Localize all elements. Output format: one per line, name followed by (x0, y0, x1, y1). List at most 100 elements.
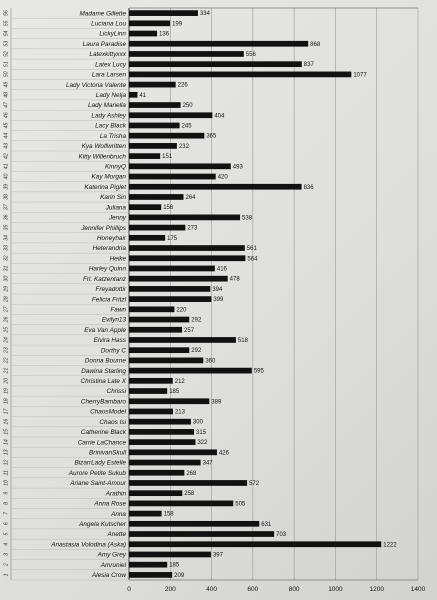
bar (129, 163, 231, 170)
value-label: 292 (191, 318, 202, 324)
category-label: BizarrLady Estelle (74, 460, 126, 467)
row-number: 41 (3, 163, 9, 169)
value-label: 300 (193, 420, 204, 426)
bar (129, 388, 168, 394)
row-number: 26 (3, 317, 9, 324)
row-number: 14 (3, 439, 9, 445)
bar (129, 408, 173, 415)
category-label: ChaosModel (90, 409, 126, 416)
category-label: Luciana Lou (91, 21, 126, 28)
category-label: Carrie LaChance (78, 439, 127, 446)
value-label: 394 (212, 287, 223, 293)
bar (129, 561, 168, 568)
value-label: 250 (183, 103, 194, 109)
bar (129, 214, 241, 221)
value-label: 213 (175, 409, 186, 415)
bar (129, 51, 244, 57)
value-label: 199 (172, 21, 183, 27)
row-number: 16 (3, 419, 9, 425)
category-label: Lacy Black (95, 123, 127, 130)
category-label: Arathin (105, 490, 127, 497)
value-label: 1222 (383, 542, 397, 548)
category-label: Evilyn13 (102, 317, 127, 324)
category-label: Jenny (108, 215, 127, 222)
value-label: 631 (261, 522, 272, 528)
row-number: 24 (3, 337, 9, 344)
row-number: 29 (3, 286, 9, 293)
value-label: 426 (219, 450, 230, 456)
bar (129, 81, 176, 88)
value-label: 538 (242, 215, 253, 221)
bar (129, 275, 228, 282)
value-label: 322 (197, 440, 208, 446)
row-number: 37 (3, 203, 9, 210)
value-label: 245 (182, 123, 193, 129)
row-number: 40 (3, 174, 9, 180)
row-number: 22 (3, 357, 9, 364)
bar (129, 255, 246, 262)
bar (129, 194, 184, 200)
category-label: Dawina Starling (81, 368, 126, 375)
value-label: 478 (230, 277, 241, 283)
category-label: Fawn (110, 307, 126, 314)
row-number: 6 (3, 522, 9, 525)
bar (129, 245, 245, 251)
value-label: 315 (196, 430, 207, 436)
value-label: 518 (238, 338, 249, 344)
bar (129, 398, 210, 405)
bar (129, 20, 171, 27)
category-label: LickyLinn (99, 31, 126, 38)
row-number: 47 (3, 101, 9, 108)
row-number: 34 (3, 235, 9, 241)
x-tick-label: 1400 (411, 586, 426, 593)
x-tick-label: 200 (165, 586, 176, 593)
row-number: 45 (3, 122, 9, 128)
row-number: 56 (3, 10, 9, 16)
row-number: 19 (3, 388, 9, 394)
bars (129, 10, 382, 578)
category-label: Anna (110, 511, 126, 518)
value-label: 572 (249, 481, 260, 487)
bar (129, 204, 162, 211)
category-label: Ariane Saint-Amour (69, 480, 127, 487)
row-number: 53 (3, 41, 9, 47)
value-label: 268 (186, 471, 197, 477)
category-label: Aurore Petite Sukub (68, 470, 127, 477)
bar (129, 367, 252, 374)
bar (129, 531, 275, 537)
bar (129, 122, 180, 129)
category-label: Laura Paradise (83, 41, 127, 48)
category-label: Amy Grey (97, 552, 127, 559)
value-label: 837 (304, 62, 315, 68)
row-number: 51 (3, 61, 9, 67)
row-number: 48 (3, 92, 9, 98)
row-number: 25 (3, 327, 9, 334)
x-tick-label: 0 (127, 586, 131, 593)
value-label: 564 (247, 256, 258, 262)
category-label: Karin Sin (100, 194, 126, 201)
row-number: 44 (3, 133, 9, 139)
bar (129, 357, 204, 364)
row-number: 17 (3, 407, 9, 414)
value-label: 257 (184, 328, 195, 334)
category-label: Kitty Willenbruch (78, 153, 126, 160)
bar (129, 265, 215, 272)
row-number: 43 (3, 143, 9, 149)
category-label: Felicia Fritzl (92, 296, 127, 303)
value-label: 334 (200, 11, 211, 17)
category-label: Heterandria (93, 245, 127, 252)
bar (129, 306, 175, 313)
category-label: Heike (110, 255, 127, 262)
value-label: 703 (276, 532, 287, 538)
bar (129, 224, 186, 231)
value-label: 365 (206, 134, 217, 140)
row-number: 38 (3, 194, 9, 200)
row-number: 11 (3, 470, 9, 475)
bar (129, 153, 161, 159)
grid-lines (10, 7, 419, 581)
category-label: Juliana (105, 204, 127, 211)
value-label: 505 (235, 501, 246, 507)
row-number: 27 (3, 305, 9, 313)
value-label: 258 (184, 491, 195, 497)
category-label: Catherine Black (81, 429, 127, 436)
